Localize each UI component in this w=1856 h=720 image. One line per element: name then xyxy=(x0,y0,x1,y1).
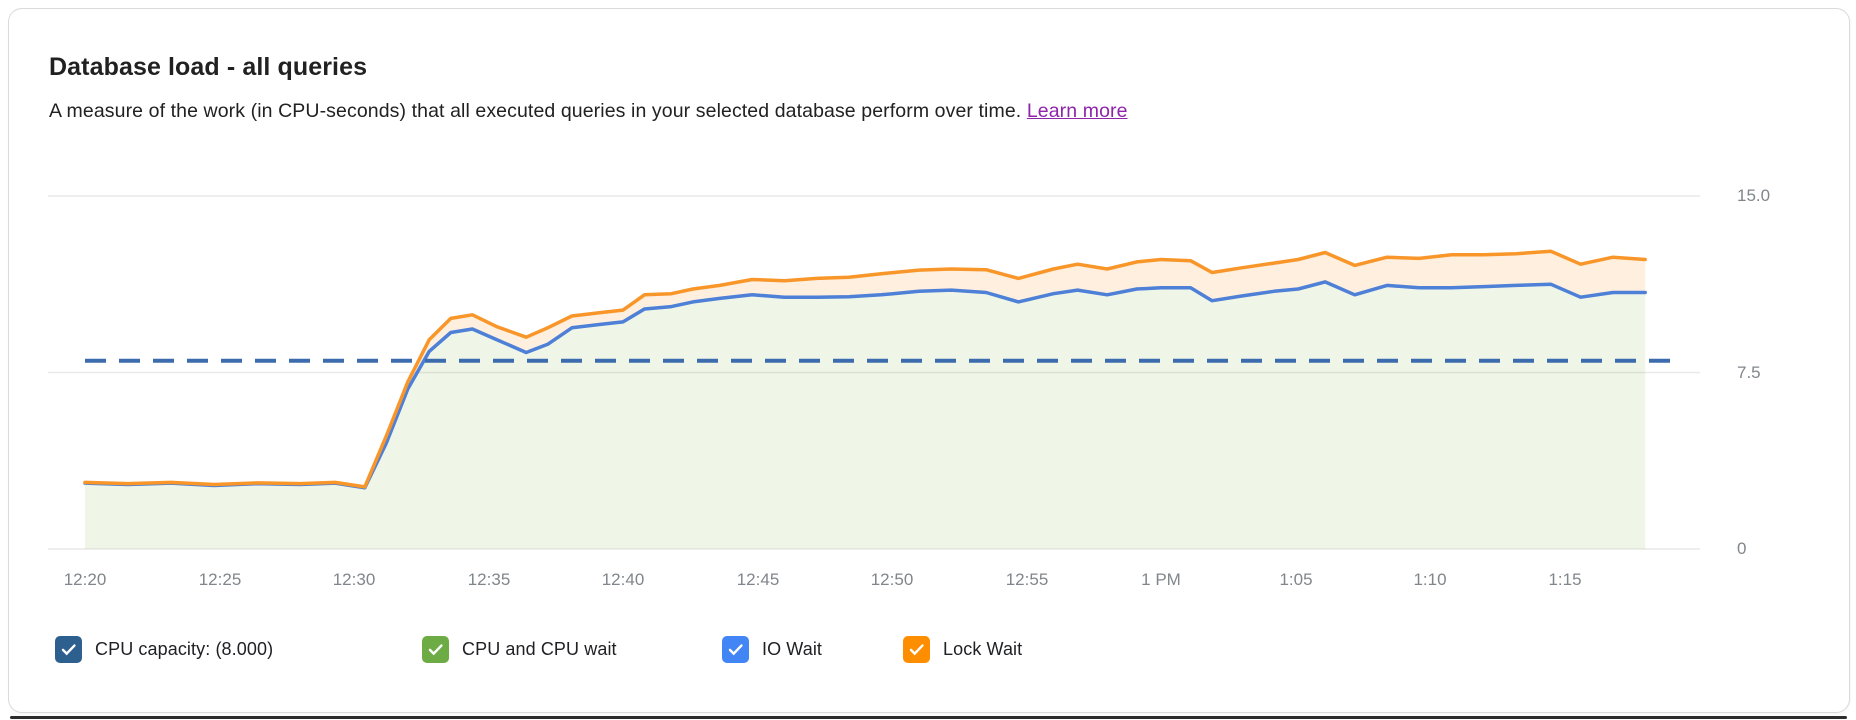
legend-item-cpu-capacity[interactable]: CPU capacity: (8.000) xyxy=(55,636,273,663)
legend-item-cpu-and-cpu-wait[interactable]: CPU and CPU wait xyxy=(422,636,617,663)
legend-label: Lock Wait xyxy=(943,639,1023,659)
database-load-card: Database load - all queries A measure of… xyxy=(8,8,1850,713)
check-icon xyxy=(61,644,76,656)
chart-description: A measure of the work (in CPU-seconds) t… xyxy=(49,100,1128,123)
legend-label: CPU and CPU wait xyxy=(462,639,617,659)
cpu-capacity-checkbox[interactable] xyxy=(55,636,82,663)
legend-item-lock-wait[interactable]: Lock Wait xyxy=(903,636,1022,663)
check-icon xyxy=(428,644,443,656)
check-icon xyxy=(909,644,924,656)
lock-wait-checkbox[interactable] xyxy=(903,636,930,663)
window-bottom-edge xyxy=(10,716,1847,719)
cpu-wait-checkbox[interactable] xyxy=(422,636,449,663)
page-title: Database load - all queries xyxy=(49,53,368,81)
chart-description-text: A measure of the work (in CPU-seconds) t… xyxy=(49,100,1022,122)
learn-more-link[interactable]: Learn more xyxy=(1026,100,1128,122)
chart-legend: CPU capacity: (8.000) CPU and CPU wait I… xyxy=(0,636,1856,672)
legend-label: IO Wait xyxy=(762,639,823,659)
io-wait-checkbox[interactable] xyxy=(722,636,749,663)
legend-label: CPU capacity: (8.000) xyxy=(95,639,274,659)
legend-item-io-wait[interactable]: IO Wait xyxy=(722,636,822,663)
check-icon xyxy=(728,644,743,656)
